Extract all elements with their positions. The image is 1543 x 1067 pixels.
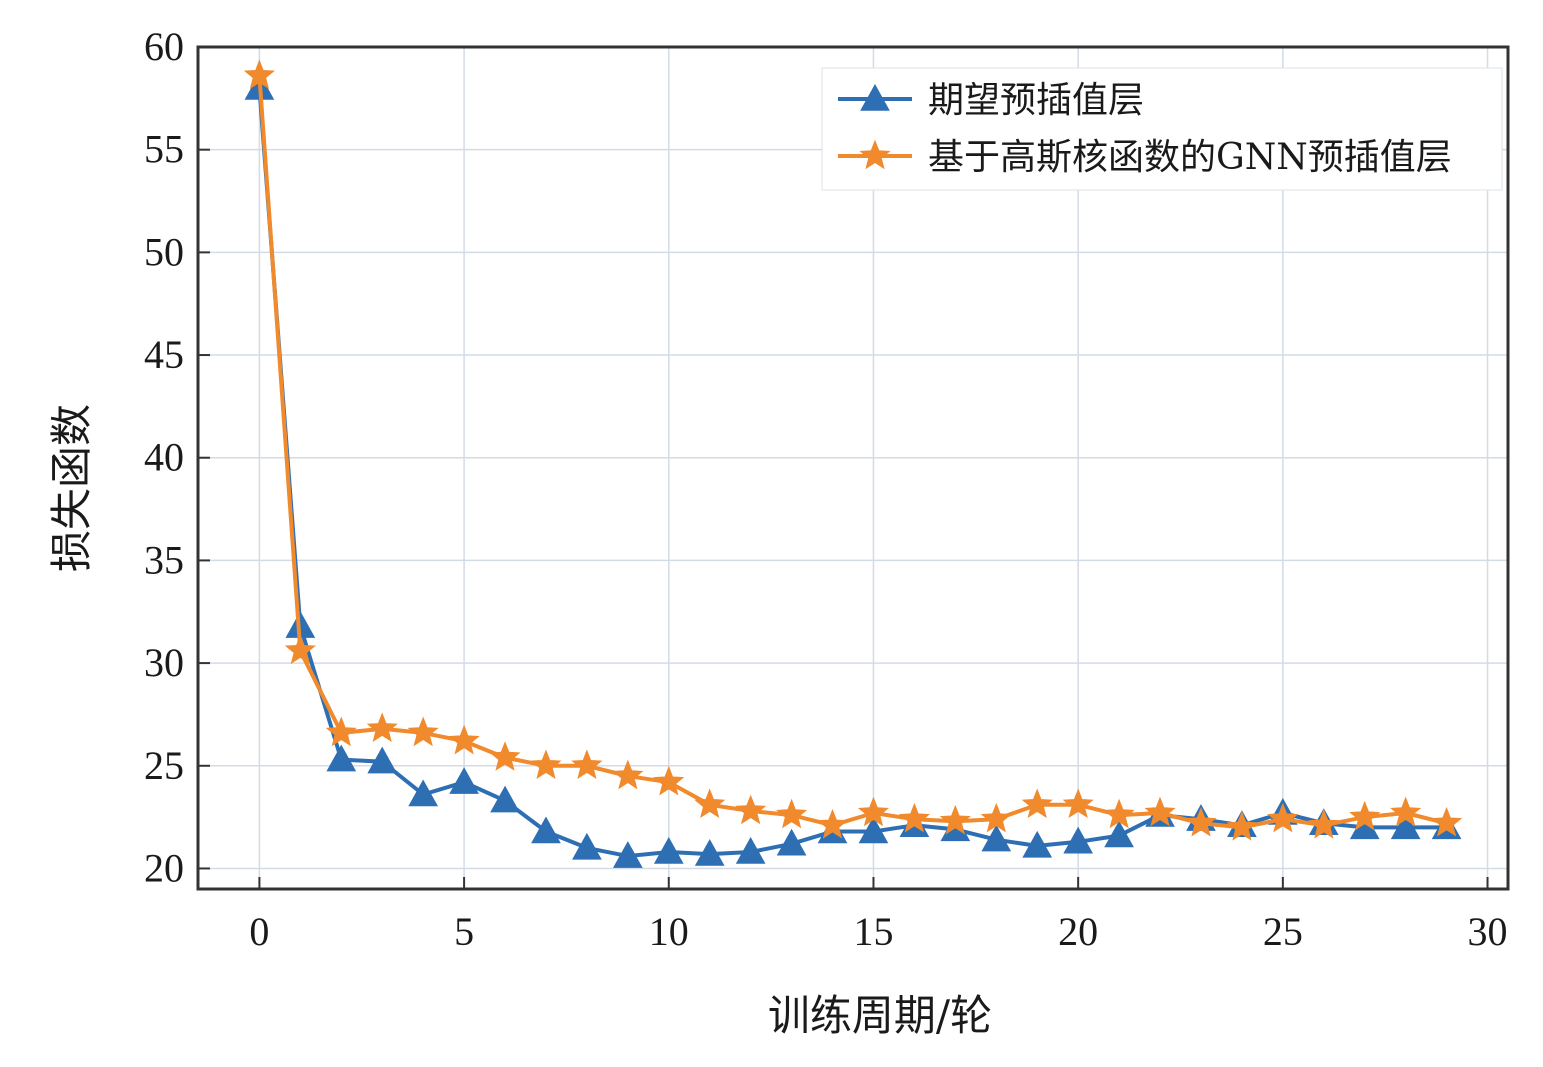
data-point bbox=[939, 804, 971, 835]
legend: 期望预插值层 基于高斯核函数的GNN预插值层 bbox=[821, 67, 1503, 191]
data-point bbox=[1226, 811, 1258, 841]
y-tick-label: 55 bbox=[144, 127, 184, 172]
y-tick-label: 50 bbox=[144, 229, 184, 274]
data-point bbox=[1430, 806, 1463, 837]
data-point bbox=[1103, 798, 1135, 829]
data-point bbox=[1144, 796, 1176, 827]
data-point bbox=[530, 749, 562, 780]
series-layer bbox=[243, 59, 1463, 868]
legend-label: 期望预插值层 bbox=[928, 80, 1144, 121]
data-point bbox=[775, 798, 808, 829]
data-point bbox=[448, 724, 480, 755]
legend-item: 基于高斯核函数的GNN预插值层 bbox=[838, 137, 1452, 178]
y-axis-title: 损失函数 bbox=[47, 404, 96, 572]
data-point bbox=[408, 779, 439, 807]
y-tick-label: 60 bbox=[144, 24, 184, 69]
x-tick-label: 5 bbox=[454, 909, 474, 954]
series-line bbox=[257, 87, 1447, 859]
data-point bbox=[449, 767, 479, 794]
data-point bbox=[1022, 830, 1053, 858]
legend-marker-star bbox=[859, 139, 891, 170]
legend-marker bbox=[859, 139, 891, 170]
data-point bbox=[981, 824, 1012, 852]
y-tick-label: 40 bbox=[144, 435, 184, 480]
data-point bbox=[1104, 820, 1134, 848]
data-point bbox=[531, 816, 561, 844]
data-point bbox=[735, 794, 767, 825]
data-point bbox=[284, 634, 316, 665]
data-point bbox=[858, 816, 889, 844]
data-point bbox=[243, 59, 276, 90]
data-point bbox=[490, 785, 520, 813]
plot-frame bbox=[196, 45, 1510, 891]
data-point bbox=[407, 716, 439, 747]
data-point bbox=[1349, 800, 1381, 831]
data-point bbox=[1063, 826, 1094, 854]
legend-marker-triangle bbox=[860, 83, 890, 111]
axis-ticks: 0 5 10 15 20 25 30 20 25 30 35 40 45 50 55 60 bbox=[144, 24, 1508, 954]
data-point bbox=[1390, 796, 1422, 827]
data-point bbox=[326, 744, 357, 772]
data-point bbox=[694, 788, 726, 819]
y-tick-label: 25 bbox=[144, 743, 184, 788]
data-point bbox=[1267, 802, 1299, 833]
y-tick-label: 20 bbox=[144, 845, 184, 890]
legend-item: 期望预插值层 bbox=[838, 80, 1144, 121]
legend-box bbox=[821, 67, 1503, 191]
x-axis-title: 训练周期/轮 bbox=[768, 991, 992, 1040]
series-1 bbox=[243, 59, 1463, 841]
data-point bbox=[612, 759, 644, 790]
data-point bbox=[1062, 788, 1094, 819]
data-point bbox=[367, 746, 398, 774]
data-point bbox=[735, 837, 766, 864]
y-tick-label: 45 bbox=[144, 332, 184, 377]
data-point bbox=[325, 716, 357, 747]
data-point bbox=[489, 741, 521, 771]
data-point bbox=[776, 828, 807, 856]
x-tick-label: 30 bbox=[1468, 909, 1508, 954]
data-point bbox=[1390, 812, 1421, 840]
data-point bbox=[980, 802, 1012, 833]
data-point bbox=[1308, 808, 1340, 839]
y-tick-label: 30 bbox=[144, 640, 184, 685]
data-point bbox=[694, 839, 725, 866]
legend-label: 基于高斯核函数的GNN预插值层 bbox=[928, 137, 1452, 178]
y-tick-label: 35 bbox=[144, 537, 184, 582]
data-point bbox=[857, 796, 890, 827]
x-tick-label: 10 bbox=[649, 909, 689, 954]
data-point bbox=[653, 765, 685, 796]
legend-marker bbox=[860, 83, 890, 111]
data-point bbox=[612, 841, 643, 868]
data-point bbox=[816, 808, 849, 839]
data-point bbox=[1021, 788, 1053, 819]
data-point bbox=[653, 837, 684, 864]
x-tick-label: 20 bbox=[1058, 909, 1098, 954]
series-0 bbox=[244, 73, 1462, 868]
x-tick-label: 25 bbox=[1263, 909, 1303, 954]
data-point bbox=[572, 832, 602, 860]
data-point bbox=[571, 749, 603, 780]
x-tick-label: 0 bbox=[249, 909, 269, 954]
data-point bbox=[898, 802, 931, 833]
x-tick-label: 15 bbox=[853, 909, 893, 954]
data-point bbox=[1185, 806, 1217, 837]
data-point bbox=[366, 712, 398, 743]
